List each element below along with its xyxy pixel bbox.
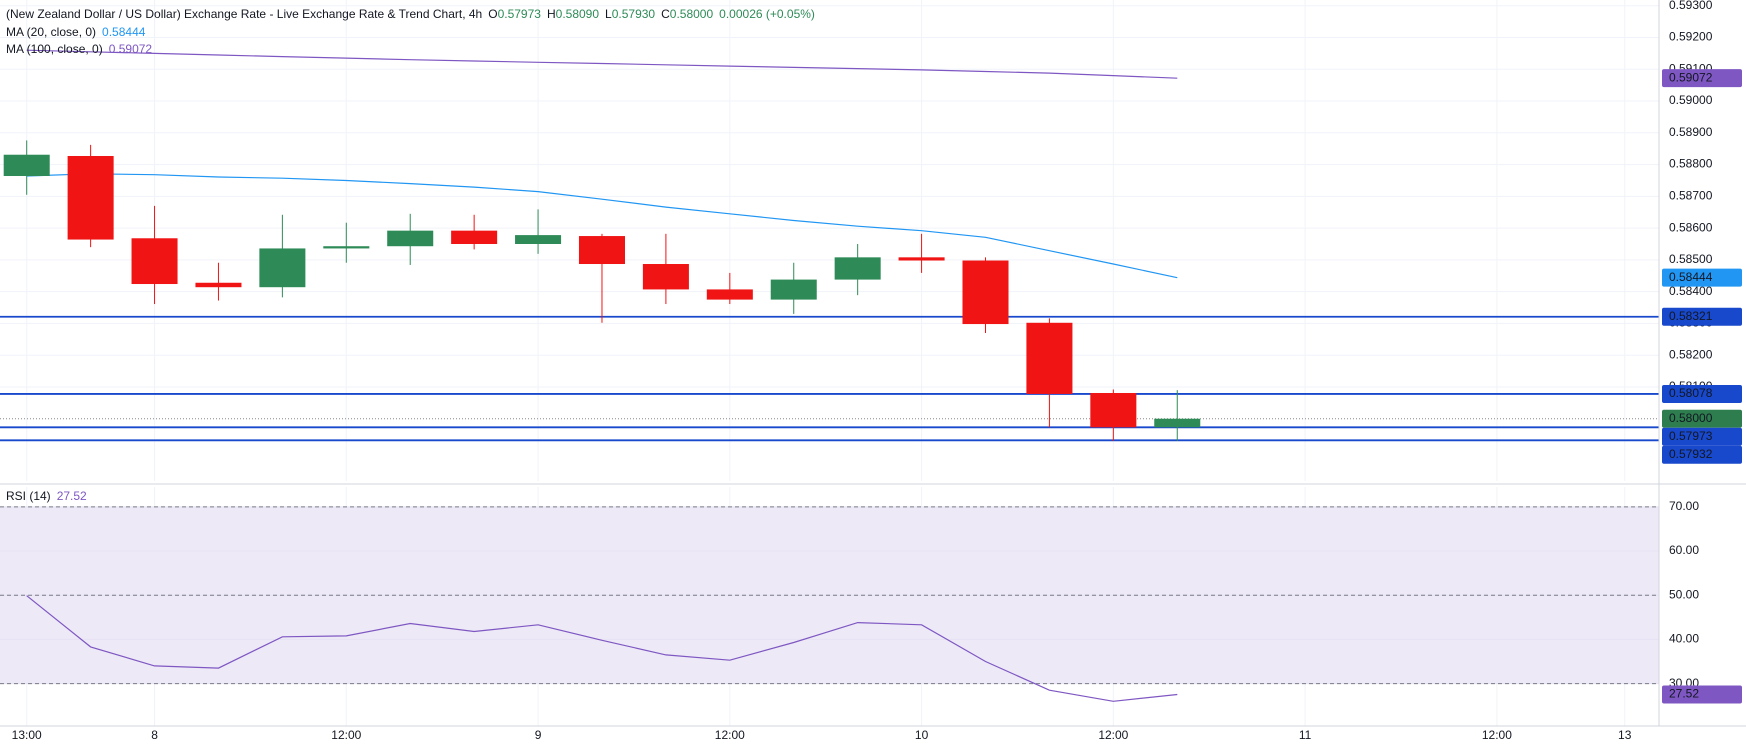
y-tick-label: 70.00: [1669, 499, 1699, 513]
x-tick-label: 8: [151, 728, 158, 742]
y-tick-label: 0.59000: [1669, 93, 1713, 107]
value-badge: [1662, 685, 1742, 704]
legend-value: 0.59072: [109, 42, 153, 56]
candle-body: [323, 246, 370, 249]
ohlc-value: 0.57973: [498, 7, 542, 21]
ohlc-value: 0.58090: [556, 7, 600, 21]
x-tick-label: 12:00: [331, 728, 361, 742]
candle-body: [451, 230, 498, 244]
legend-header: (New Zealand Dollar / US Dollar) Exchang…: [6, 7, 815, 21]
candle-body: [1026, 322, 1073, 394]
value-badge-label: 0.58321: [1669, 309, 1713, 323]
value-badge: [1662, 268, 1742, 287]
rsi-line: [26, 595, 1178, 702]
y-tick-label: 60.00: [1669, 543, 1699, 557]
candle-body: [834, 257, 881, 280]
legend-value: 27.52: [57, 489, 87, 503]
candle-body: [898, 257, 945, 261]
candle-body: [706, 289, 753, 300]
candle-body: [770, 279, 817, 300]
change: 0.00026 (+0.05%): [719, 7, 815, 21]
ohlc-value: 0.58000: [670, 7, 714, 21]
moving-average: [26, 49, 1178, 79]
candle-body: [387, 230, 434, 247]
ohlc-label: O: [488, 7, 497, 21]
candle-body: [259, 248, 306, 288]
candle-body: [578, 236, 625, 265]
y-tick-label: 50.00: [1669, 587, 1699, 601]
value-badge-label: 27.52: [1669, 687, 1699, 701]
y-tick-label: 0.58600: [1669, 220, 1713, 234]
ohlc-label: C: [661, 7, 670, 21]
ohlc-label: L: [605, 7, 612, 21]
y-tick-label: 0.59300: [1669, 0, 1713, 12]
x-tick-label: 12:00: [1098, 728, 1128, 742]
y-tick-label: 40.00: [1669, 632, 1699, 646]
value-badge-label: 0.58444: [1669, 270, 1713, 284]
x-tick-label: 11: [1299, 728, 1312, 742]
legend-name: MA (20, close, 0): [6, 25, 96, 39]
x-tick-label: 9: [535, 728, 542, 742]
ohlc-label: H: [547, 7, 556, 21]
candle-body: [515, 235, 562, 244]
candle-body: [962, 260, 1009, 325]
y-tick-label: 0.58200: [1669, 347, 1713, 361]
y-tick-label: 0.59200: [1669, 30, 1713, 44]
ma-legend: MA (100, close, 0) 0.59072: [6, 42, 152, 56]
x-tick-label: 10: [915, 728, 929, 742]
value-badge-label: 0.58078: [1669, 386, 1713, 400]
value-badge: [1662, 384, 1742, 403]
candle-body: [1090, 392, 1137, 428]
candle-body: [642, 264, 689, 290]
ma-legend: MA (20, close, 0) 0.58444: [6, 25, 146, 39]
x-tick-label: 13:00: [12, 728, 42, 742]
y-tick-label: 0.58800: [1669, 157, 1713, 171]
candle-body: [131, 238, 178, 285]
ohlc-value: 0.57930: [612, 7, 656, 21]
rsi-legend: RSI (14) 27.52: [6, 489, 87, 503]
value-badge: [1662, 445, 1742, 464]
x-tick-label: 12:00: [715, 728, 745, 742]
candle-body: [67, 155, 114, 240]
value-badge-label: 0.57932: [1669, 447, 1713, 461]
value-badge: [1662, 307, 1742, 326]
legend-name: RSI (14): [6, 489, 51, 503]
y-tick-label: 0.58700: [1669, 189, 1713, 203]
y-tick-label: 0.58900: [1669, 125, 1713, 139]
legend-value: 0.58444: [102, 25, 146, 39]
y-tick-label: 0.58400: [1669, 284, 1713, 298]
value-badge-label: 0.58000: [1669, 411, 1713, 425]
x-tick-label: 13: [1618, 728, 1632, 742]
value-badge: [1662, 69, 1742, 88]
y-tick-label: 0.58500: [1669, 252, 1713, 266]
x-tick-label: 12:00: [1482, 728, 1512, 742]
value-badge-label: 0.57973: [1669, 429, 1713, 443]
candle-body: [3, 154, 50, 177]
value-badge-label: 0.59072: [1669, 70, 1713, 84]
candle-body: [1154, 418, 1201, 428]
value-badge: [1662, 427, 1742, 446]
legend-name: MA (100, close, 0): [6, 42, 103, 56]
value-badge: [1662, 409, 1742, 428]
chart-title: (New Zealand Dollar / US Dollar) Exchang…: [6, 7, 482, 21]
moving-average: [26, 173, 1178, 279]
candle-body: [195, 282, 242, 288]
